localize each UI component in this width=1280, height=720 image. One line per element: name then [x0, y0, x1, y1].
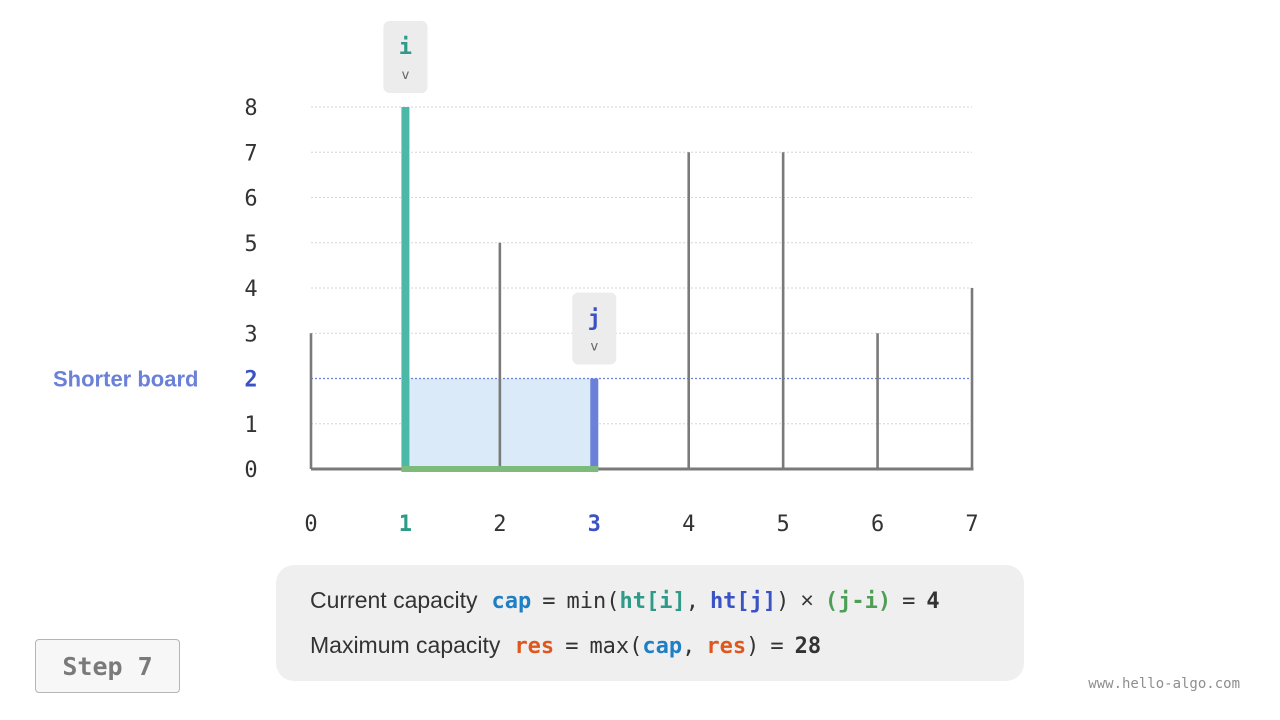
- y-tick-label: 7: [244, 141, 257, 166]
- boards: [309, 107, 974, 472]
- formula-close: ): [776, 589, 790, 614]
- formula-eq2: =: [902, 589, 916, 614]
- pointer-j-bg: [572, 292, 617, 365]
- formula-width: (j-i): [824, 589, 892, 614]
- formula-eq: =: [565, 634, 579, 659]
- x-tick-label: 0: [304, 512, 317, 537]
- watermark: www.hello-algo.com: [1088, 676, 1240, 692]
- grid-lines: [311, 106, 973, 425]
- formula-comma: ,: [685, 589, 699, 614]
- formula-times: ×: [800, 587, 814, 613]
- x-tick-label: 2: [493, 512, 506, 537]
- y-tick-label: 1: [244, 413, 257, 438]
- formula-panel: Current capacity cap = min( ht[i] , ht[j…: [276, 565, 1024, 681]
- shorter-board-label: Shorter board: [53, 367, 198, 392]
- formula-label-current: Current capacity: [310, 587, 478, 613]
- formula-fn-min: min(: [566, 589, 620, 614]
- chevron-down-icon: v: [590, 340, 598, 355]
- formula-var-res: res: [514, 634, 555, 659]
- chevron-down-icon: v: [402, 68, 410, 83]
- pointer-i-label: i: [399, 35, 412, 60]
- formula-eq: =: [542, 589, 556, 614]
- y-tick-label: 5: [244, 232, 257, 257]
- pointer-i-bg: [383, 21, 428, 93]
- formula-ht-j: ht[j]: [709, 589, 777, 614]
- formula-current-capacity: Current capacity cap = min( ht[i] , ht[j…: [310, 587, 940, 614]
- x-tick-label: 1: [399, 512, 412, 537]
- formula-var-cap: cap: [491, 589, 532, 614]
- formula-label-maximum: Maximum capacity: [310, 632, 501, 658]
- formula-fn-max: max(: [589, 634, 643, 659]
- formula-eq2: =: [770, 634, 784, 659]
- formula-result-cap: 4: [926, 589, 940, 614]
- pointer-j: jv: [572, 292, 617, 365]
- y-tick-label: 8: [244, 96, 257, 121]
- formula-arg-res: res: [706, 634, 747, 659]
- y-tick-label: 4: [244, 277, 257, 302]
- step-label: Step 7: [35, 639, 180, 693]
- formula-ht-i: ht[i]: [619, 589, 686, 614]
- x-tick-label: 7: [965, 512, 978, 537]
- y-axis-ticks: 0 1 2 3 4 5 6 7 8: [244, 96, 257, 483]
- x-tick-label: 5: [777, 512, 790, 537]
- annotations: Shorter board: [53, 367, 198, 392]
- formula-result-res: 28: [794, 634, 822, 659]
- y-tick-label: 3: [244, 322, 257, 347]
- x-tick-label: 6: [871, 512, 884, 537]
- formula-close: ): [746, 634, 760, 659]
- formula-arg-cap: cap: [642, 634, 683, 659]
- formula-comma: ,: [682, 634, 696, 659]
- x-axis-ticks: 0 1 2 3 4 5 6 7: [304, 512, 978, 537]
- pointer-j-label: j: [588, 307, 601, 332]
- x-tick-label: 3: [588, 512, 601, 537]
- y-tick-label: 6: [244, 187, 257, 212]
- x-tick-label: 4: [682, 512, 695, 537]
- y-tick-label: 0: [244, 458, 257, 483]
- formula-maximum-capacity: Maximum capacity res = max( cap , res ) …: [310, 632, 821, 659]
- y-tick-label: 2: [244, 368, 257, 393]
- pointer-i: iv: [383, 21, 428, 93]
